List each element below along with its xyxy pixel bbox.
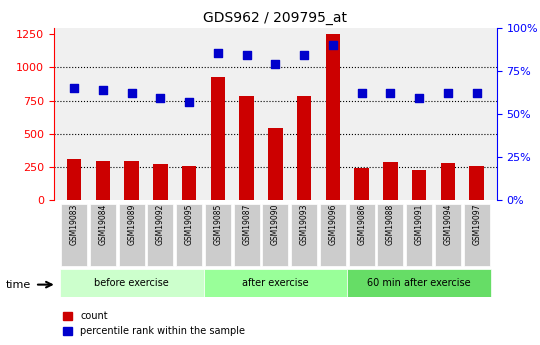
Point [472, 90, 481, 96]
FancyBboxPatch shape [176, 204, 202, 266]
FancyBboxPatch shape [262, 204, 288, 266]
Point [185, 99, 193, 105]
Text: after exercise: after exercise [242, 278, 309, 288]
Point [127, 90, 136, 96]
FancyBboxPatch shape [464, 204, 490, 266]
FancyBboxPatch shape [147, 204, 173, 266]
Text: GSM19083: GSM19083 [70, 204, 79, 245]
Text: GSM19094: GSM19094 [443, 204, 453, 245]
FancyBboxPatch shape [291, 204, 317, 266]
Legend: count, percentile rank within the sample: count, percentile rank within the sample [59, 307, 249, 340]
Bar [211, 77, 225, 200]
Text: GSM19097: GSM19097 [472, 204, 481, 245]
FancyBboxPatch shape [349, 204, 375, 266]
FancyBboxPatch shape [119, 204, 145, 266]
Text: GSM19084: GSM19084 [98, 204, 107, 245]
Point [357, 90, 366, 96]
Bar [383, 162, 397, 200]
Text: GSM19089: GSM19089 [127, 204, 136, 245]
FancyBboxPatch shape [234, 204, 260, 266]
Text: GSM19087: GSM19087 [242, 204, 251, 245]
Bar [153, 164, 167, 200]
Text: GSM19093: GSM19093 [300, 204, 309, 245]
Text: GSM19086: GSM19086 [357, 204, 366, 245]
Text: GSM19092: GSM19092 [156, 204, 165, 245]
Bar [441, 163, 455, 200]
Text: 60 min after exercise: 60 min after exercise [367, 278, 471, 288]
Bar [412, 170, 427, 200]
FancyBboxPatch shape [205, 204, 231, 266]
Point [242, 52, 251, 58]
FancyBboxPatch shape [320, 204, 346, 266]
Point [271, 61, 280, 67]
Bar [326, 34, 340, 200]
Point [328, 42, 337, 48]
Point [99, 87, 107, 92]
Bar [67, 159, 82, 200]
Title: GDS962 / 209795_at: GDS962 / 209795_at [204, 11, 347, 25]
Point [415, 96, 423, 101]
FancyBboxPatch shape [61, 204, 87, 266]
Point [300, 52, 308, 58]
Text: before exercise: before exercise [94, 278, 169, 288]
FancyBboxPatch shape [406, 204, 432, 266]
Bar [96, 161, 110, 200]
FancyBboxPatch shape [204, 269, 347, 297]
Bar [268, 128, 282, 200]
Point [443, 90, 452, 96]
Text: GSM19088: GSM19088 [386, 204, 395, 245]
Bar [469, 166, 484, 200]
Bar [354, 168, 369, 200]
Text: GSM19090: GSM19090 [271, 204, 280, 245]
Point [214, 51, 222, 56]
Point [386, 90, 395, 96]
FancyBboxPatch shape [435, 204, 461, 266]
Text: GSM19085: GSM19085 [213, 204, 222, 245]
Text: GSM19095: GSM19095 [185, 204, 194, 245]
Point [70, 85, 78, 91]
FancyBboxPatch shape [347, 269, 491, 297]
Bar [182, 166, 197, 200]
Text: GSM19091: GSM19091 [415, 204, 424, 245]
Bar [239, 96, 254, 200]
Bar [297, 96, 312, 200]
FancyBboxPatch shape [377, 204, 403, 266]
FancyBboxPatch shape [60, 269, 204, 297]
Bar [124, 161, 139, 200]
Text: GSM19096: GSM19096 [328, 204, 338, 245]
FancyBboxPatch shape [90, 204, 116, 266]
Text: time: time [5, 280, 31, 289]
Point [156, 96, 165, 101]
